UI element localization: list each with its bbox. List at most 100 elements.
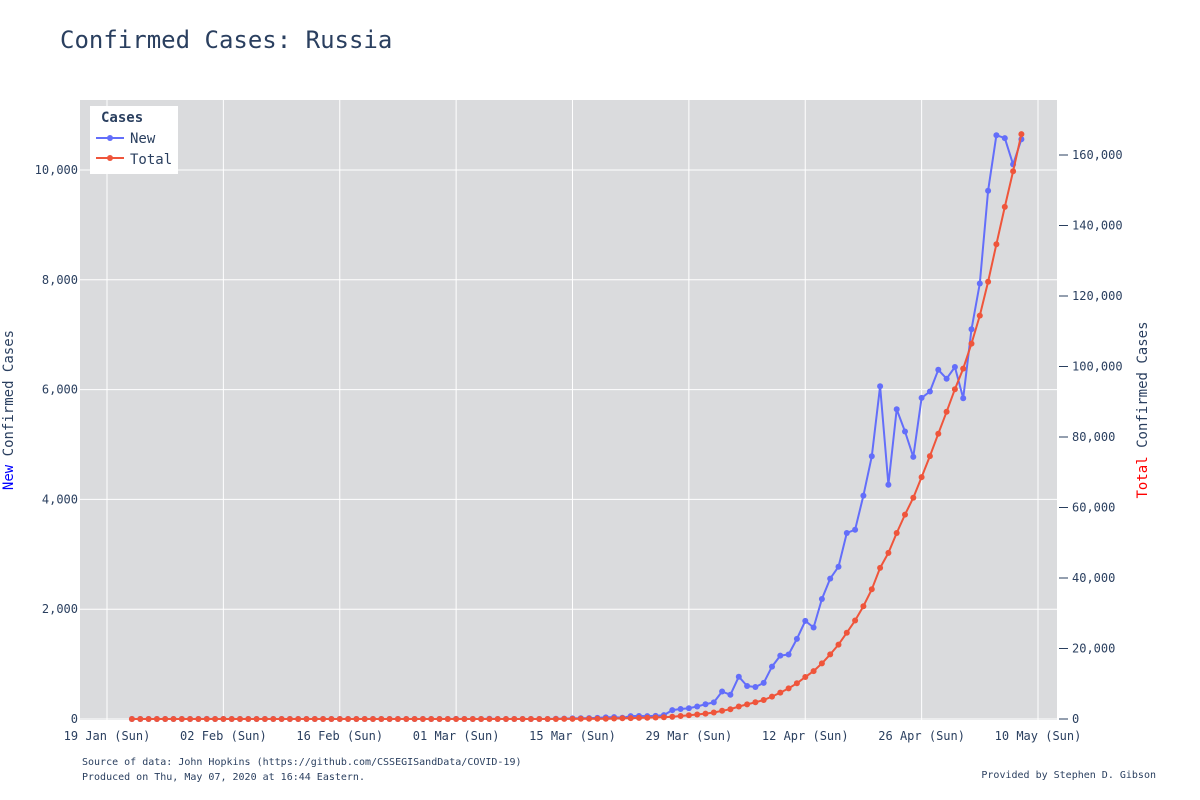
data-point-total[interactable] [636,714,642,721]
data-point-new[interactable] [918,394,925,401]
data-point-total[interactable] [345,716,352,722]
data-point-new[interactable] [868,453,875,460]
data-point-new[interactable] [985,187,992,194]
data-point-total[interactable] [752,699,759,706]
data-point-total[interactable] [419,716,426,722]
data-point-total[interactable] [818,660,825,667]
data-point-total[interactable] [985,278,992,285]
data-point-new[interactable] [976,280,983,287]
data-point-total[interactable] [611,715,618,722]
data-point-total[interactable] [245,716,252,722]
data-point-new[interactable] [793,635,800,642]
legend-item-total[interactable]: Total [96,152,172,168]
data-point-total[interactable] [586,715,593,722]
data-point-new[interactable] [943,375,950,382]
data-point-total[interactable] [960,365,967,372]
data-point-new[interactable] [860,492,867,499]
data-point-total[interactable] [428,716,435,722]
data-point-total[interactable] [868,586,875,593]
data-point-total[interactable] [902,511,908,518]
data-point-total[interactable] [170,716,177,722]
data-point-total[interactable] [153,716,160,722]
data-point-total[interactable] [378,716,385,722]
data-point-new[interactable] [810,624,817,631]
data-point-total[interactable] [1010,168,1017,175]
data-point-total[interactable] [669,713,676,720]
data-point-new[interactable] [802,617,809,624]
data-point-total[interactable] [660,714,667,721]
data-point-total[interactable] [926,453,933,460]
data-point-new[interactable] [935,366,942,373]
data-point-total[interactable] [1001,203,1008,210]
data-point-new[interactable] [785,651,792,658]
data-point-new[interactable] [926,388,933,395]
data-point-total[interactable] [137,716,144,722]
data-point-total[interactable] [760,697,767,703]
data-point-new[interactable] [818,596,825,602]
data-point-total[interactable] [852,617,859,624]
data-point-new[interactable] [877,383,884,390]
data-point-total[interactable] [860,603,867,610]
data-point-new[interactable] [893,406,900,413]
data-point-total[interactable] [286,716,293,722]
data-point-total[interactable] [802,674,809,680]
data-point-total[interactable] [187,716,194,722]
data-point-total[interactable] [311,716,318,722]
data-point-new[interactable] [719,688,726,695]
data-point-total[interactable] [320,716,327,722]
data-point-total[interactable] [237,716,243,722]
data-point-total[interactable] [627,715,634,722]
data-point-total[interactable] [494,716,501,722]
data-point-new[interactable] [777,652,784,659]
data-point-total[interactable] [810,668,817,675]
data-point-total[interactable] [685,712,692,719]
data-point-total[interactable] [253,716,260,722]
data-point-new[interactable] [968,326,975,333]
data-point-total[interactable] [270,716,277,722]
data-point-total[interactable] [370,716,376,722]
data-point-total[interactable] [261,716,268,722]
data-point-total[interactable] [993,241,1000,248]
data-point-total[interactable] [594,715,601,722]
data-point-total[interactable] [461,716,468,722]
data-point-new[interactable] [694,703,701,710]
data-point-total[interactable] [178,716,185,722]
data-point-new[interactable] [710,699,717,706]
data-point-total[interactable] [602,715,609,722]
data-point-total[interactable] [735,703,742,710]
data-point-new[interactable] [760,679,767,686]
data-point-total[interactable] [328,716,335,722]
data-point-new[interactable] [835,563,842,570]
data-point-total[interactable] [918,474,925,481]
data-point-total[interactable] [885,549,892,556]
data-point-total[interactable] [694,711,701,718]
data-point-total[interactable] [968,340,975,347]
data-point-new[interactable] [744,683,751,689]
data-point-total[interactable] [552,716,559,722]
data-point-total[interactable] [951,386,958,393]
data-point-total[interactable] [478,716,485,722]
data-point-total[interactable] [145,716,152,722]
data-point-new[interactable] [727,691,734,698]
data-point-total[interactable] [386,716,393,722]
legend-item-new[interactable]: New [96,131,156,147]
data-point-new[interactable] [769,663,775,670]
data-point-new[interactable] [960,395,967,402]
data-point-total[interactable] [877,564,884,571]
data-point-total[interactable] [536,716,543,722]
data-point-new[interactable] [677,706,684,712]
data-point-total[interactable] [453,716,460,722]
data-point-total[interactable] [295,716,302,722]
data-point-new[interactable] [827,575,834,582]
data-point-total[interactable] [1018,131,1025,138]
data-point-total[interactable] [677,713,684,719]
data-point-total[interactable] [436,716,443,722]
data-point-total[interactable] [203,716,210,722]
data-point-total[interactable] [403,716,410,722]
data-point-new[interactable] [669,707,676,714]
data-point-total[interactable] [519,716,526,722]
data-point-total[interactable] [976,312,983,319]
data-point-new[interactable] [902,428,908,435]
data-point-new[interactable] [702,701,709,708]
data-point-total[interactable] [785,685,792,692]
